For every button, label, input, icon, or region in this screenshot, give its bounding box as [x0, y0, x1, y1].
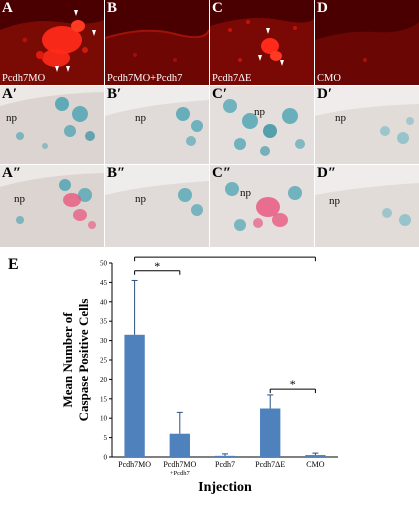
y-tick-label: 10	[100, 415, 108, 423]
x-tick-label: +Pcdh7	[170, 470, 191, 477]
y-tick-label: 30	[100, 337, 108, 345]
y-axis-label: Mean Number of	[60, 312, 75, 408]
significance-star: *	[290, 377, 296, 391]
panel-C-prime: C′ np	[210, 86, 314, 164]
condition-label: CMO	[317, 73, 341, 84]
panel-letter: B	[107, 0, 118, 16]
y-axis-label: Caspase Positive Cells	[76, 299, 91, 422]
panel-letter: B″	[107, 165, 126, 181]
y-tick-label: 45	[100, 279, 108, 287]
panel-C: C Pcdh7ΔE	[210, 0, 314, 85]
chart-svg: E 0 5 10 15 20 25 30 35 40 45 50 Mean Number of Caspa…	[8, 245, 338, 495]
x-tick-label: CMO	[306, 460, 324, 469]
bar	[169, 433, 190, 457]
x-tick-label: Pcdh7	[215, 460, 235, 469]
panel-letter: A	[2, 0, 13, 16]
np-label: np	[135, 193, 146, 205]
y-tick-label: 40	[100, 298, 108, 306]
y-tick-label: 25	[100, 357, 108, 365]
bar	[260, 408, 281, 457]
condition-label: Pcdh7MO+Pcdh7	[107, 73, 183, 84]
panel-letter: D	[317, 0, 328, 16]
caspase-bar-chart: E 0 5 10 15 20 25 30 35 40 45 50 Mean Number of Caspa…	[0, 245, 419, 500]
panel-D: D CMO	[315, 0, 419, 85]
np-label: np	[14, 193, 25, 205]
panel-D-double-prime: D″ np	[315, 165, 419, 247]
condition-label: Pcdh7MO	[2, 73, 46, 84]
np-label: np	[6, 112, 17, 124]
x-axis-label: Injection	[198, 480, 252, 495]
np-label: np	[135, 112, 146, 124]
panel-D-prime: D′ np	[315, 86, 419, 164]
condition-label: Pcdh7ΔE	[212, 73, 252, 84]
y-tick-label: 15	[100, 395, 108, 403]
panel-A: A Pcdh7MO	[0, 0, 104, 85]
panel-C-double-prime: C″ np	[210, 165, 314, 247]
panel-A-double-prime: A″ np	[0, 165, 104, 247]
panel-letter: D′	[317, 86, 333, 102]
panel-letter: C	[212, 0, 223, 16]
panel-B: B Pcdh7MO+Pcdh7	[105, 0, 209, 85]
x-tick-label: Pcdh7MO	[118, 460, 151, 469]
y-tick-label: 0	[104, 454, 108, 462]
panel-letter: D″	[317, 165, 337, 181]
x-tick-label: Pcdh7ΔE	[255, 460, 285, 469]
panel-letter: B′	[107, 86, 122, 102]
x-tick-label: Pcdh7MO	[163, 460, 196, 469]
y-tick-label: 20	[100, 376, 108, 384]
np-label: np	[254, 106, 265, 118]
y-tick-label: 5	[104, 434, 108, 442]
bar	[214, 455, 236, 457]
significance-star: *	[154, 259, 160, 273]
panel-letter: A″	[2, 165, 22, 181]
bar	[124, 334, 145, 457]
np-label: np	[329, 195, 340, 207]
panel-letter: A′	[2, 86, 18, 102]
panel-letter: C″	[212, 165, 232, 181]
np-label: np	[335, 112, 346, 124]
bar	[305, 455, 326, 457]
panel-A-prime: A′ np	[0, 86, 104, 164]
np-label: np	[240, 187, 251, 199]
y-tick-label: 35	[100, 318, 108, 326]
panel-B-double-prime: B″ np	[105, 165, 209, 247]
panel-letter: C′	[212, 86, 228, 102]
panel-B-prime: B′ np	[105, 86, 209, 164]
significance-star: *	[222, 255, 228, 259]
panel-letter-E: E	[8, 256, 19, 273]
y-tick-label: 50	[100, 260, 108, 268]
